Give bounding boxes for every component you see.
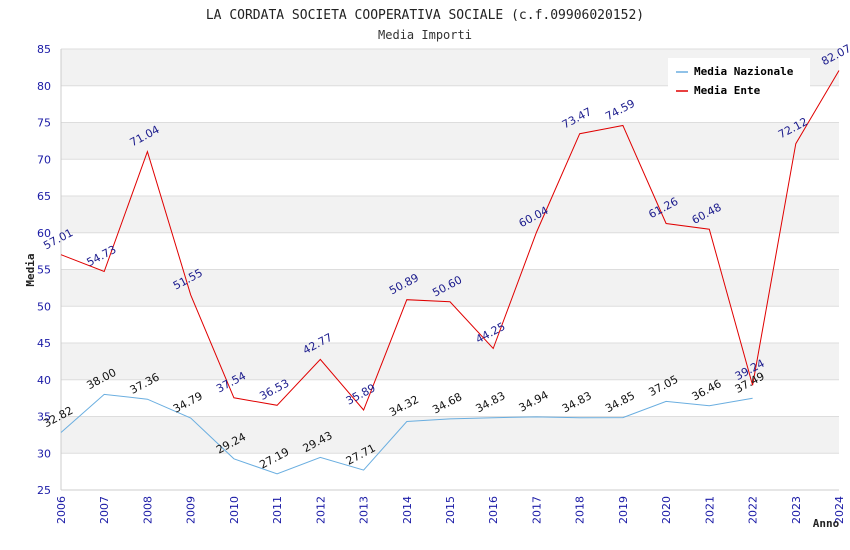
y-tick-75: 75 bbox=[37, 117, 51, 130]
data-label-0-2015: 34.68 bbox=[430, 390, 464, 416]
y-tick-labels: 25 30 35 40 45 50 55 60 65 70 75 80 85 bbox=[37, 43, 51, 497]
x-tick-2018: 2018 bbox=[574, 496, 587, 524]
series-line-0 bbox=[60, 393, 753, 475]
chart-subtitle: Media Importi bbox=[378, 28, 472, 42]
x-tick-2021: 2021 bbox=[703, 496, 716, 524]
data-label-1-2007: 54.73 bbox=[85, 243, 119, 269]
legend: Media Nazionale Media Ente bbox=[668, 58, 810, 102]
x-tick-2012: 2012 bbox=[314, 496, 327, 524]
x-tick-2013: 2013 bbox=[358, 496, 371, 524]
y-tick-60: 60 bbox=[37, 227, 51, 240]
data-label-0-2021: 36.46 bbox=[690, 377, 724, 403]
band-70 bbox=[61, 122, 839, 160]
y-tick-30: 30 bbox=[37, 447, 51, 460]
data-label-0-2016: 34.83 bbox=[474, 389, 508, 415]
x-tick-2019: 2019 bbox=[617, 496, 630, 524]
y-tick-85: 85 bbox=[37, 43, 51, 56]
y-tick-25: 25 bbox=[37, 484, 51, 497]
x-tick-2022: 2022 bbox=[747, 496, 760, 524]
data-label-0-2014: 34.32 bbox=[387, 393, 421, 419]
data-label-0-2017: 34.94 bbox=[517, 388, 551, 414]
x-axis-label: Anno bbox=[813, 517, 840, 530]
band-30 bbox=[61, 416, 839, 454]
x-tick-2009: 2009 bbox=[185, 496, 198, 524]
series-line-1 bbox=[60, 70, 840, 411]
data-label-1-2016: 44.25 bbox=[474, 320, 508, 346]
data-label-1-2019: 74.59 bbox=[603, 97, 637, 123]
x-tick-2011: 2011 bbox=[271, 496, 284, 524]
y-tick-35: 35 bbox=[37, 411, 51, 424]
y-tick-55: 55 bbox=[37, 264, 51, 277]
y-tick-65: 65 bbox=[37, 190, 51, 203]
band-50 bbox=[61, 269, 839, 307]
band-60 bbox=[61, 196, 839, 233]
x-tick-2023: 2023 bbox=[790, 496, 803, 524]
band-40 bbox=[61, 343, 839, 380]
x-tick-2015: 2015 bbox=[444, 496, 457, 524]
x-tick-labels: 2006 2007 2008 2009 2010 2011 2012 2013 2014 2015… bbox=[55, 496, 846, 524]
x-tick-2017: 2017 bbox=[530, 496, 543, 524]
series-lines bbox=[60, 70, 840, 475]
y-tick-80: 80 bbox=[37, 80, 51, 93]
y-tick-45: 45 bbox=[37, 337, 51, 350]
axes bbox=[60, 49, 839, 491]
legend-box bbox=[668, 58, 810, 102]
x-tick-2010: 2010 bbox=[228, 496, 241, 524]
y-tick-40: 40 bbox=[37, 374, 51, 387]
x-tick-2006: 2006 bbox=[55, 496, 68, 524]
y-axis-label: Media bbox=[24, 253, 37, 286]
data-label-0-2009: 34.79 bbox=[171, 389, 205, 415]
y-tick-50: 50 bbox=[37, 300, 51, 313]
x-tick-2016: 2016 bbox=[487, 496, 500, 524]
data-label-0-2018: 34.83 bbox=[560, 389, 594, 415]
x-tick-2024: 2024 bbox=[833, 496, 846, 524]
chart-title: LA CORDATA SOCIETA COOPERATIVA SOCIALE (… bbox=[206, 8, 644, 23]
x-tick-2007: 2007 bbox=[98, 496, 111, 524]
legend-label-nazionale: Media Nazionale bbox=[694, 65, 794, 78]
x-tick-2020: 2020 bbox=[660, 496, 673, 524]
y-tick-70: 70 bbox=[37, 153, 51, 166]
x-tick-2008: 2008 bbox=[141, 496, 154, 524]
data-label-0-2019: 34.85 bbox=[603, 389, 637, 415]
x-tick-2014: 2014 bbox=[401, 496, 414, 524]
data-label-1-2013: 35.89 bbox=[344, 381, 378, 407]
data-label-1-2011: 36.53 bbox=[257, 377, 291, 403]
legend-label-ente: Media Ente bbox=[694, 84, 761, 97]
